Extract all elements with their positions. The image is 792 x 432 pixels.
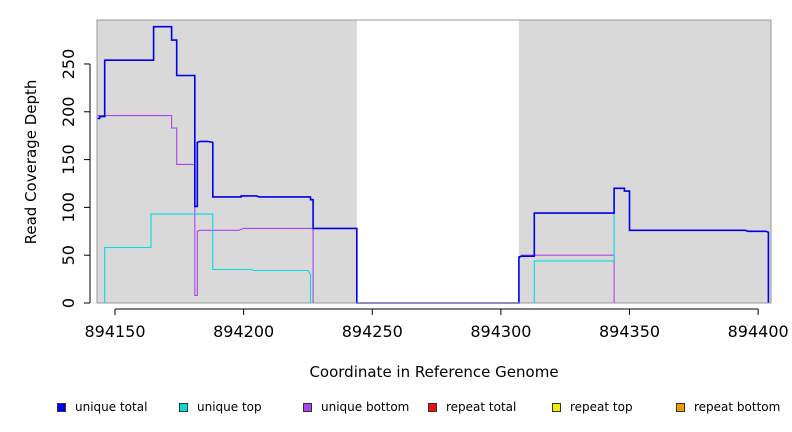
y-axis-title: Read Coverage Depth (22, 80, 40, 245)
series-line-unique-top (533, 188, 615, 303)
series-line-unique-top (104, 213, 312, 303)
x-tick-label: 894300 (470, 322, 531, 341)
legend-label: repeat total (446, 400, 517, 414)
x-tick-label: 894150 (84, 322, 145, 341)
shaded-region (518, 20, 771, 303)
legend-swatch (179, 402, 188, 412)
coverage-chart: 0 50 100 150 200 250 894150 894200 894250 894300 8… (22, 19, 789, 381)
x-tick-label: 894350 (599, 322, 660, 341)
legend-swatch (303, 402, 312, 412)
y-tick-label: 250 (59, 49, 78, 80)
x-tick-label: 894250 (342, 322, 403, 341)
legend-label: unique top (197, 400, 262, 414)
legend-item: unique top (179, 400, 262, 414)
legend-label: unique total (75, 400, 148, 414)
legend-label: repeat top (570, 400, 633, 414)
legend-label: repeat bottom (694, 400, 781, 414)
shaded-region (97, 20, 357, 303)
x-tick-label: 894400 (728, 322, 789, 341)
y-tick-label: 100 (59, 192, 78, 223)
legend: unique total unique top unique bottom repea… (0, 400, 792, 418)
axes: 0 50 100 150 200 250 894150 894200 894250 894300 8… (59, 49, 789, 341)
x-tick-label: 894200 (213, 322, 274, 341)
legend-item: repeat top (552, 400, 633, 414)
legend-label: unique bottom (321, 400, 410, 414)
legend-item: repeat bottom (676, 400, 780, 414)
legend-swatch (57, 402, 66, 412)
plot-frame (96, 19, 772, 304)
legend-swatch (552, 402, 561, 412)
y-tick-label: 50 (59, 245, 78, 265)
series-line-unique-total (97, 25, 770, 304)
y-tick-label: 200 (59, 97, 78, 128)
y-tick-label: 0 (59, 298, 78, 308)
legend-item: unique bottom (303, 400, 409, 414)
x-axis-title: Coordinate in Reference Genome (309, 363, 558, 381)
legend-swatch (428, 402, 437, 412)
series-line-unique-bottom (97, 115, 314, 303)
legend-item: unique total (57, 400, 147, 414)
legend-swatch (676, 402, 685, 412)
shaded-regions (97, 20, 771, 303)
legend-item: repeat total (428, 400, 516, 414)
y-tick-label: 150 (59, 144, 78, 175)
